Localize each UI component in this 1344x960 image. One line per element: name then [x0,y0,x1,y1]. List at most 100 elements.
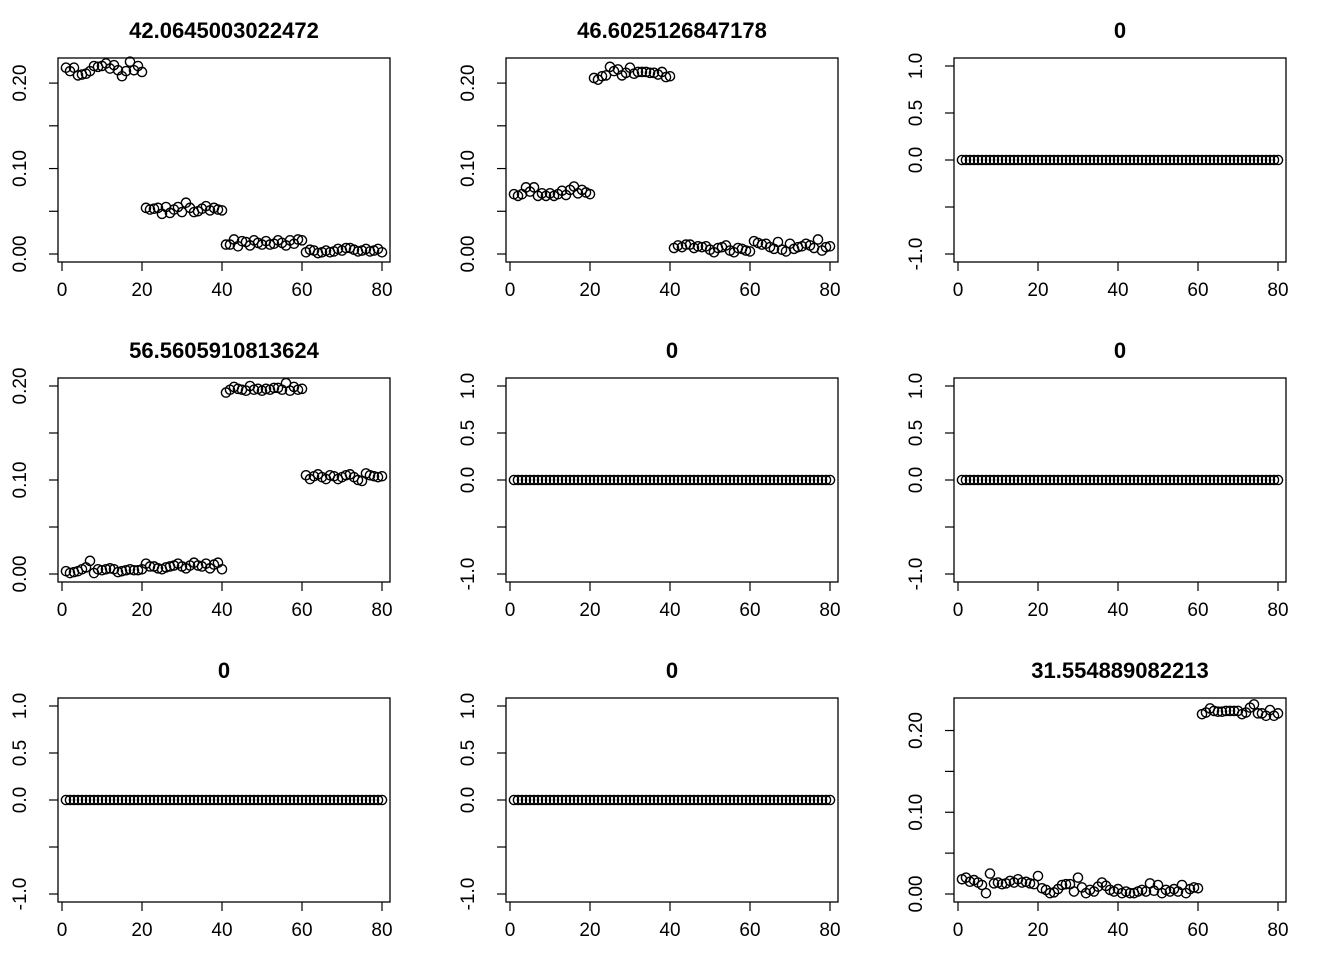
panel-7: 0 0 20 40 60 80 -1.0 0.0 0.5 1.0 [10,658,393,941]
data-point [512,474,524,486]
data-point [1044,154,1056,166]
data-point [212,794,224,806]
data-point [1192,154,1204,166]
data-point [1152,879,1164,891]
data-point [1172,154,1184,166]
data-point [808,794,820,806]
data-point [1004,474,1016,486]
x-tick-label: 80 [1267,600,1288,621]
data-point [168,794,180,806]
data-point [672,474,684,486]
data-point [1048,474,1060,486]
data-point [216,205,228,216]
data-point [1176,474,1188,486]
data-point [348,794,360,806]
data-point [648,474,660,486]
data-point [740,794,752,806]
data-point [644,67,656,79]
data-point [620,474,632,486]
data-point [1172,474,1184,486]
data-point [1080,474,1092,486]
x-tick-label: 60 [291,920,312,941]
data-point [1072,154,1084,166]
data-point [812,234,824,245]
data-point [160,794,172,806]
x-tick-label: 80 [371,600,392,621]
plot-frame [505,57,839,263]
y-tick-label: 0.00 [10,236,31,273]
x-tick-label: 40 [211,920,232,941]
data-point [1248,699,1260,710]
data-point [996,154,1008,166]
data-point [1048,154,1060,166]
data-point [976,474,988,486]
data-point [596,70,608,82]
data-point [1208,154,1220,166]
data-point [632,66,644,78]
x-tick-label: 40 [1107,920,1128,941]
data-point [1248,474,1260,486]
data-point [372,794,384,806]
panel-2: 46.6025126847178 0 20 40 60 80 0.00 0.10 0.20 [458,18,841,301]
data-point [176,206,188,218]
y-tick-label: 0.10 [906,794,927,831]
y-tick-label: 1.0 [458,373,479,399]
data-point [276,794,288,806]
panel-title: 56.5605910813624 [129,338,319,363]
x-tick-label: 20 [1027,600,1048,621]
y-tick-label: 1.0 [458,693,479,719]
data-point [628,794,640,806]
panel-title: 0 [666,338,678,363]
data-point [1096,474,1108,486]
data-point [1272,708,1284,719]
data-point [312,794,324,806]
y-tick-label: 0.20 [10,368,31,405]
data-point [364,794,376,806]
data-point [744,794,756,806]
data-point [724,474,736,486]
data-point [760,794,772,806]
data-point [1032,154,1044,166]
x-tick-label: 20 [1027,920,1048,941]
data-point [520,474,532,486]
data-point [1140,886,1152,897]
data-point [144,794,156,806]
data-point [1084,474,1096,486]
data-point [228,794,240,806]
x-tick-label: 0 [505,920,516,941]
data-point [360,794,372,806]
data-point [224,794,236,806]
y-tick-label: 0.0 [906,147,927,173]
data-point [508,794,520,806]
x-tick-label: 40 [211,280,232,301]
data-point [1212,706,1224,718]
data-point [528,474,540,486]
data-point [132,564,144,576]
data-point [656,474,668,486]
data-point [516,474,528,486]
data-point [760,474,772,486]
data-point [340,242,352,254]
data-point [800,794,812,806]
data-point [1216,154,1228,166]
data-point [120,564,132,576]
data-point [1000,474,1012,486]
data-point [1224,474,1236,486]
data-point [1052,474,1064,486]
panel-5: 0 0 20 40 60 80 -1.0 0.0 0.5 1.0 [458,338,841,621]
data-point [584,794,596,806]
data-point [124,564,136,575]
data-point [1196,474,1208,486]
data-point [1252,474,1264,486]
data-point [172,794,184,806]
data-point [740,474,752,486]
data-point [784,794,796,806]
data-point [964,474,976,486]
data-point [1056,879,1068,891]
data-point [220,794,232,806]
data-point [124,56,136,68]
data-point [768,794,780,806]
data-point [572,794,584,806]
data-point [564,474,576,486]
data-point [988,878,1000,889]
